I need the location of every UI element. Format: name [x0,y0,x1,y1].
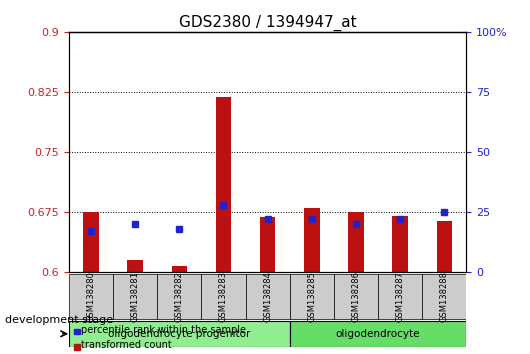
Text: GSM138286: GSM138286 [351,271,360,322]
Bar [127,260,143,272]
FancyBboxPatch shape [113,274,157,319]
Text: development stage: development stage [5,315,113,325]
Text: transformed count: transformed count [81,341,171,350]
Bar [260,217,276,272]
Bar [172,266,187,272]
FancyBboxPatch shape [245,274,290,319]
Title: GDS2380 / 1394947_at: GDS2380 / 1394947_at [179,14,357,30]
Bar [83,212,99,272]
FancyBboxPatch shape [334,274,378,319]
Bar [437,222,452,272]
FancyBboxPatch shape [378,274,422,319]
FancyBboxPatch shape [69,321,290,347]
FancyBboxPatch shape [201,274,245,319]
Text: GSM138288: GSM138288 [440,271,449,322]
Bar [348,212,364,272]
Text: percentile rank within the sample: percentile rank within the sample [81,325,245,335]
Text: GSM138285: GSM138285 [307,271,316,322]
FancyBboxPatch shape [290,321,466,347]
FancyBboxPatch shape [69,274,113,319]
Text: GSM138287: GSM138287 [396,271,404,322]
FancyBboxPatch shape [422,274,466,319]
Text: GSM138284: GSM138284 [263,271,272,322]
FancyBboxPatch shape [157,274,201,319]
Bar [216,97,231,272]
Text: GSM138281: GSM138281 [131,271,139,322]
Bar [304,208,320,272]
Text: oligodendrocyte: oligodendrocyte [336,329,420,339]
Text: GSM138282: GSM138282 [175,271,184,322]
FancyBboxPatch shape [290,274,334,319]
Text: oligodendrocyte progenitor: oligodendrocyte progenitor [108,329,251,339]
Text: GSM138283: GSM138283 [219,271,228,322]
Text: GSM138280: GSM138280 [86,271,95,322]
Bar [392,216,408,272]
